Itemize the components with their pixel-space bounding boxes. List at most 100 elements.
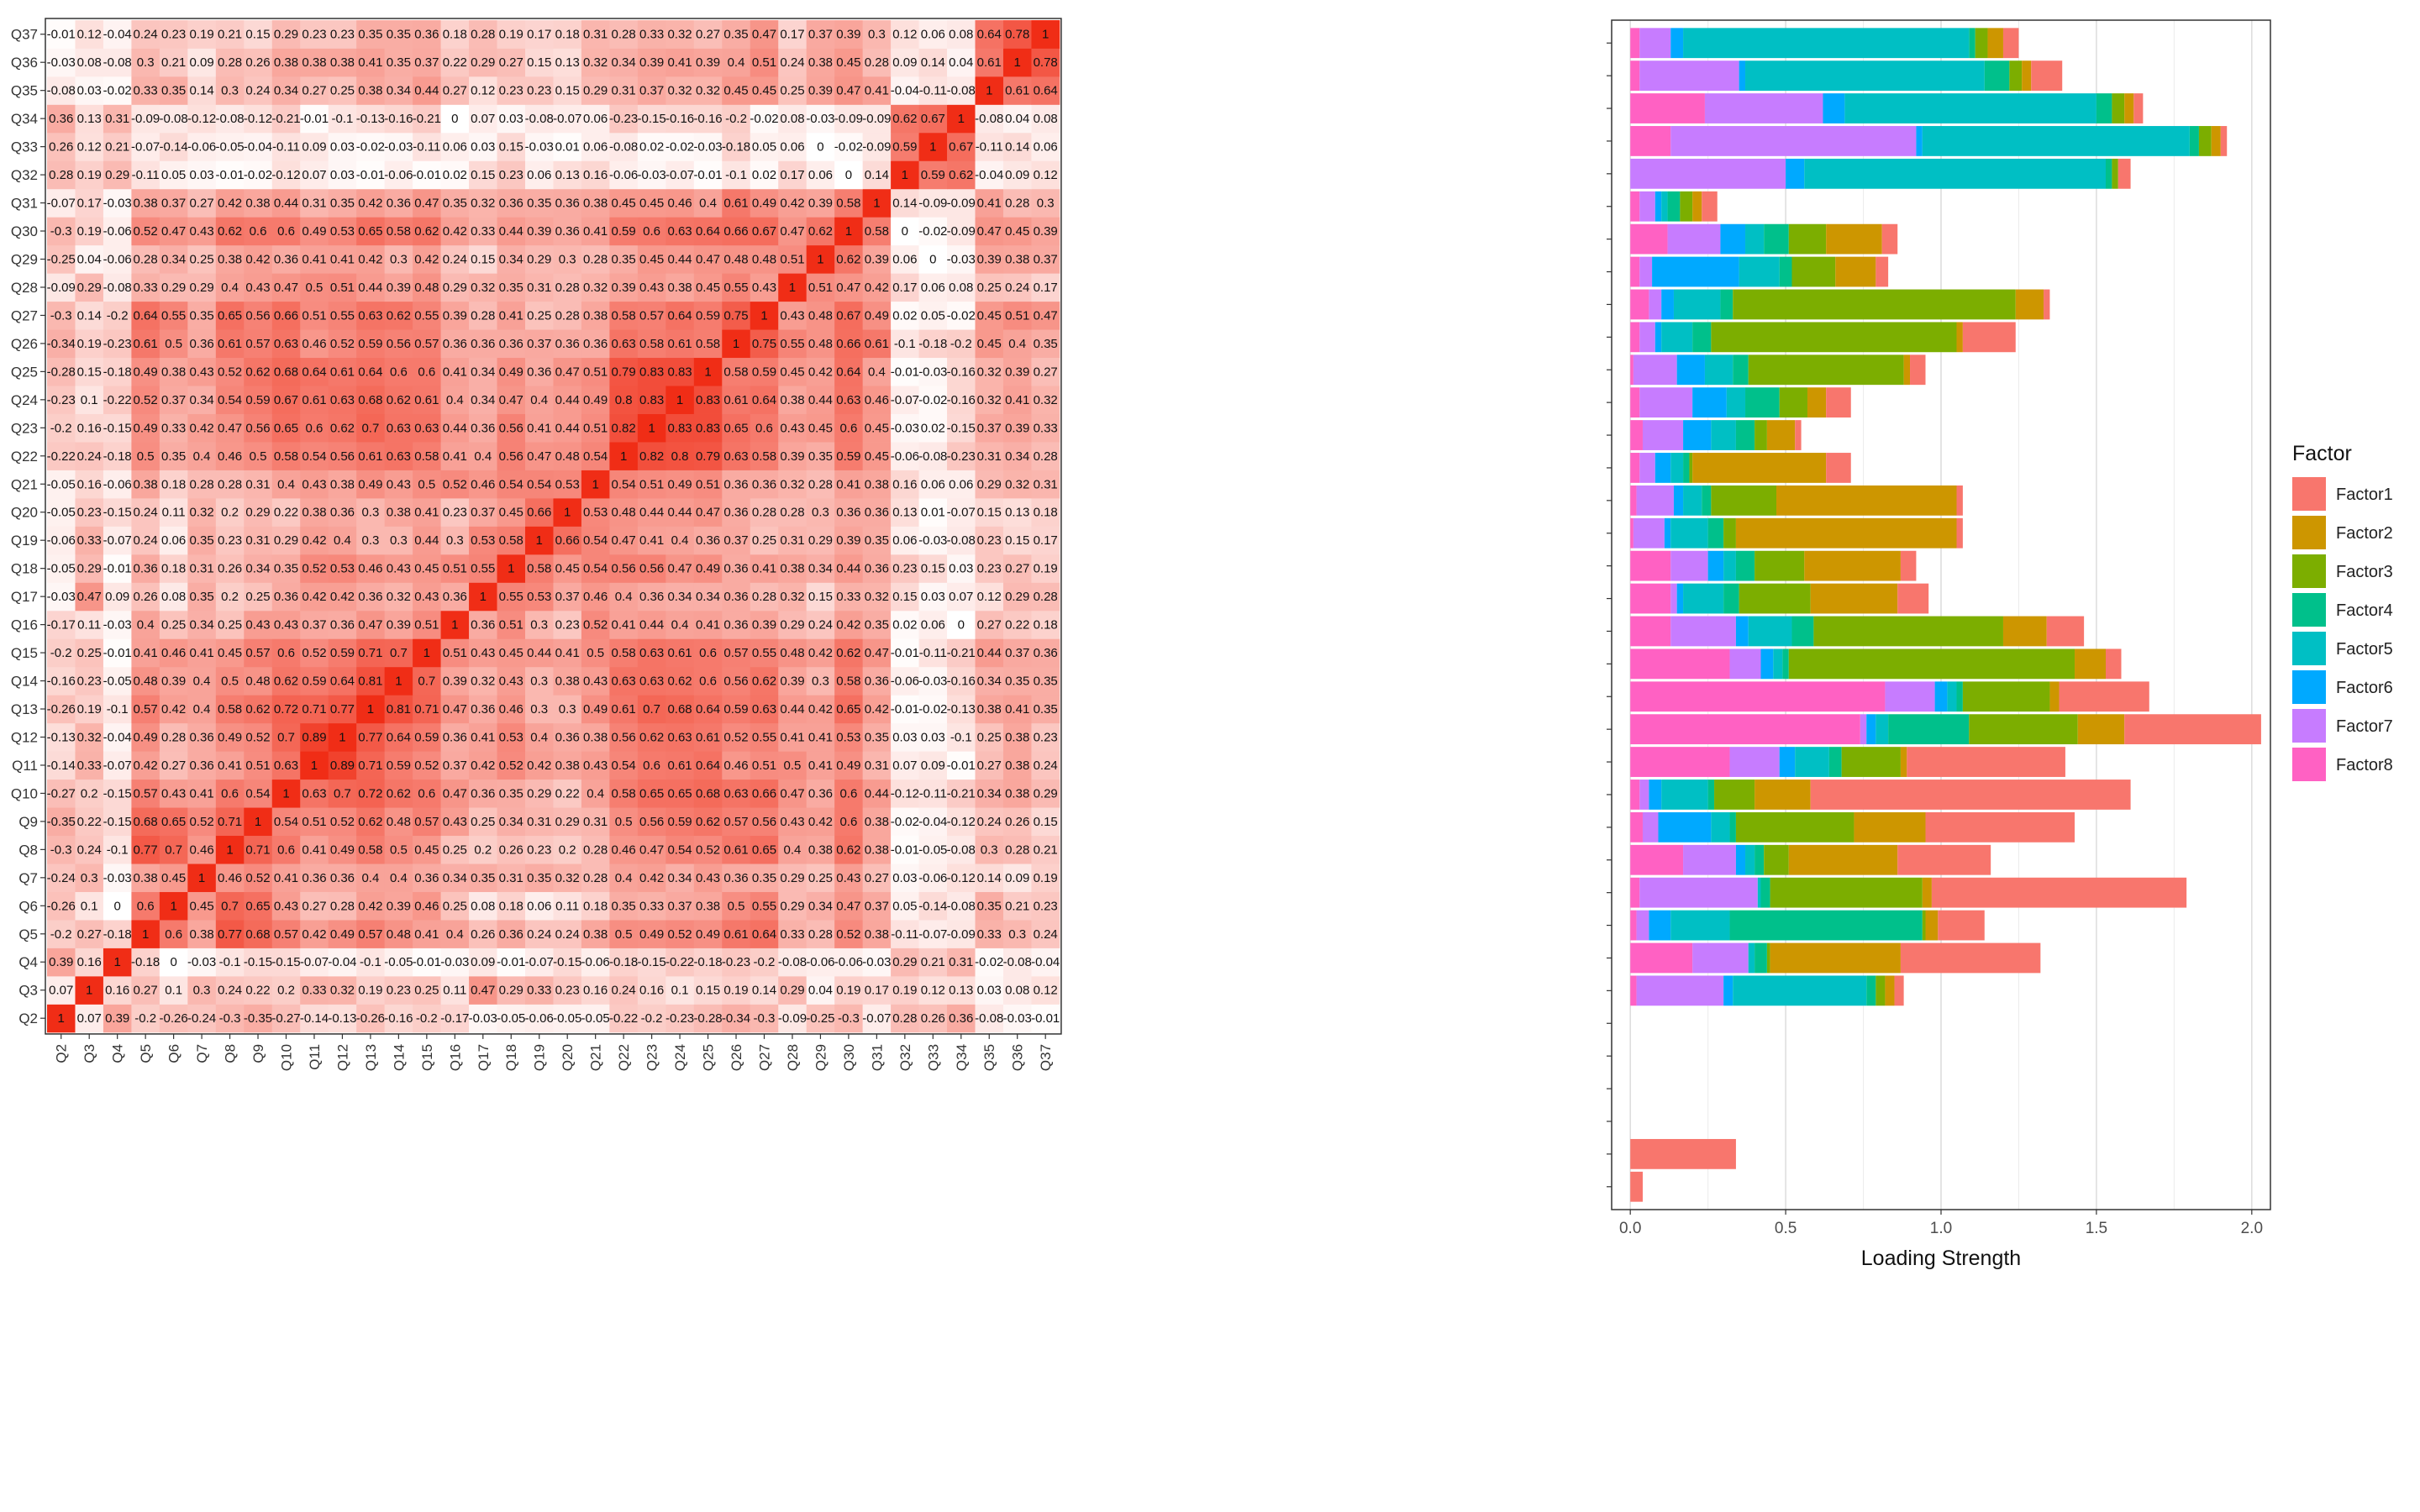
heatmap-cell-label: -0.11 <box>919 786 947 801</box>
bar-segment-factor6 <box>1658 811 1712 843</box>
heatmap-cell-label: 0.47 <box>836 899 860 913</box>
heatmap-cell <box>778 807 808 837</box>
heatmap-cell-label: 0.23 <box>302 28 326 42</box>
heatmap-cell <box>131 864 160 892</box>
heatmap-cell-label: -0.25 <box>47 253 76 267</box>
heatmap-cell <box>413 975 441 1005</box>
heatmap-cell <box>131 807 160 837</box>
heatmap-cell-label: 0.3 <box>530 618 548 633</box>
heatmap-cell-label: 0.54 <box>274 815 298 829</box>
heatmap-cell-label: 0.36 <box>358 590 382 604</box>
bar-segment-factor6 <box>1692 387 1727 418</box>
heatmap-cell-label: 0.03 <box>471 140 495 155</box>
heatmap-cell <box>187 864 217 892</box>
bar-segment-factor4 <box>1667 191 1681 222</box>
heatmap-cell <box>891 610 919 639</box>
heatmap-x-tick-label: Q18 <box>503 1044 519 1071</box>
bar-segment-factor3 <box>2198 126 2212 156</box>
heatmap-cell <box>975 948 1004 977</box>
heatmap-cell <box>609 610 639 639</box>
heatmap-cell <box>862 891 892 921</box>
heatmap-cell-label: 0.29 <box>471 55 495 70</box>
heatmap-cell-label: 0.42 <box>218 197 242 211</box>
heatmap-cell-label: 0.36 <box>723 562 748 576</box>
heatmap-cell-label: 0.43 <box>836 871 860 885</box>
heatmap-y-tick-label: Q35 <box>11 83 38 99</box>
bar-segment-factor8 <box>1630 256 1640 287</box>
heatmap-cell <box>244 807 273 837</box>
bar-segment-factor7 <box>1639 453 1655 483</box>
heatmap-cell-label: 0.24 <box>527 927 551 942</box>
heatmap-cell-label: -0.1 <box>332 112 354 126</box>
heatmap-cell-label: -0.04 <box>891 84 919 98</box>
heatmap-cell <box>103 807 132 837</box>
heatmap-cell-label: 0.36 <box>723 477 748 491</box>
heatmap-cell-label: 0.35 <box>274 562 298 576</box>
heatmap-cell <box>609 948 639 977</box>
heatmap-cell-label: 1 <box>986 84 992 98</box>
heatmap-cell-label: 0.4 <box>474 449 492 464</box>
heatmap-cell-label: 0.53 <box>527 590 551 604</box>
bar-segment-factor4 <box>1683 453 1690 483</box>
bar-segment-factor4 <box>1733 354 1749 386</box>
heatmap-cell <box>1002 638 1032 668</box>
heatmap-cell-label: 0.24 <box>77 843 102 857</box>
heatmap-cell <box>1002 975 1032 1005</box>
heatmap-cell <box>440 722 470 752</box>
heatmap-cell <box>918 864 948 892</box>
heatmap-cell <box>524 666 554 696</box>
heatmap-cell <box>384 638 413 668</box>
heatmap-cell-label: 0.18 <box>1034 618 1058 633</box>
heatmap-cell-label: 0.36 <box>808 786 833 801</box>
heatmap-cell-label: -0.03 <box>469 1011 497 1026</box>
heatmap-cell <box>553 807 582 837</box>
heatmap-cell-label: 0.77 <box>218 927 242 942</box>
heatmap-cell-label: 0.8 <box>671 449 689 464</box>
heatmap-cell-label: 0.77 <box>330 702 355 717</box>
heatmap-cell-label: 0.16 <box>583 168 608 182</box>
heatmap-cell-label: -0.02 <box>750 112 778 126</box>
heatmap-x-tick-label: Q27 <box>756 1044 772 1071</box>
heatmap-cell <box>440 807 470 837</box>
heatmap-cell-label: -0.09 <box>862 140 891 155</box>
heatmap-cell <box>356 807 386 837</box>
heatmap-cell-label: -0.06 <box>187 140 216 155</box>
heatmap-cell-label: 0.6 <box>137 899 155 913</box>
heatmap-cell-label: 0.52 <box>134 224 158 239</box>
bar-segment-factor8 <box>1630 910 1637 941</box>
heatmap-cell-label: 0.35 <box>189 308 213 323</box>
heatmap-cell-label: 0.3 <box>1008 927 1026 942</box>
heatmap-cell-label: 0.29 <box>892 955 917 969</box>
heatmap-cell-label: 0.64 <box>696 759 720 773</box>
heatmap-cell-label: 0.56 <box>639 815 664 829</box>
heatmap-cell <box>637 864 666 892</box>
heatmap-cell-label: 0.36 <box>527 365 551 379</box>
heatmap-cell <box>159 582 188 612</box>
heatmap-cell-label: 0.38 <box>274 55 298 70</box>
heatmap-cell-label: 0.52 <box>583 618 608 633</box>
heatmap-cell-label: -0.01 <box>356 168 385 182</box>
heatmap-cell-label: 0.03 <box>949 562 973 576</box>
heatmap-cell-label: 0.63 <box>387 449 411 464</box>
heatmap-cell-label: -0.03 <box>103 197 132 211</box>
heatmap-cell <box>637 610 666 639</box>
heatmap-cell-label: 0.32 <box>471 197 495 211</box>
heatmap-cell <box>131 666 160 696</box>
heatmap-cell-label: -0.03 <box>525 140 554 155</box>
heatmap-cell <box>75 891 104 921</box>
heatmap-cell <box>609 695 639 724</box>
bar-segment-factor4 <box>1729 910 1923 941</box>
heatmap-cell-label: 0.57 <box>639 308 664 323</box>
heatmap-cell-label: 0.71 <box>358 759 382 773</box>
heatmap-cell-label: 0.42 <box>865 281 889 295</box>
heatmap-cell-label: 0.06 <box>921 618 945 633</box>
heatmap-cell-label: 0.57 <box>134 702 158 717</box>
heatmap-cell-label: 0.27 <box>977 759 1002 773</box>
heatmap-cell-label: 0.2 <box>559 843 576 857</box>
heatmap-cell-label: 0.45 <box>161 871 186 885</box>
heatmap-cell <box>666 610 695 639</box>
heatmap-cell-label: 0.49 <box>134 365 158 379</box>
heatmap-x-tick-label: Q14 <box>391 1044 407 1071</box>
heatmap-cell-label: 0.23 <box>77 506 102 520</box>
heatmap-cell-label: 0.06 <box>892 533 917 548</box>
